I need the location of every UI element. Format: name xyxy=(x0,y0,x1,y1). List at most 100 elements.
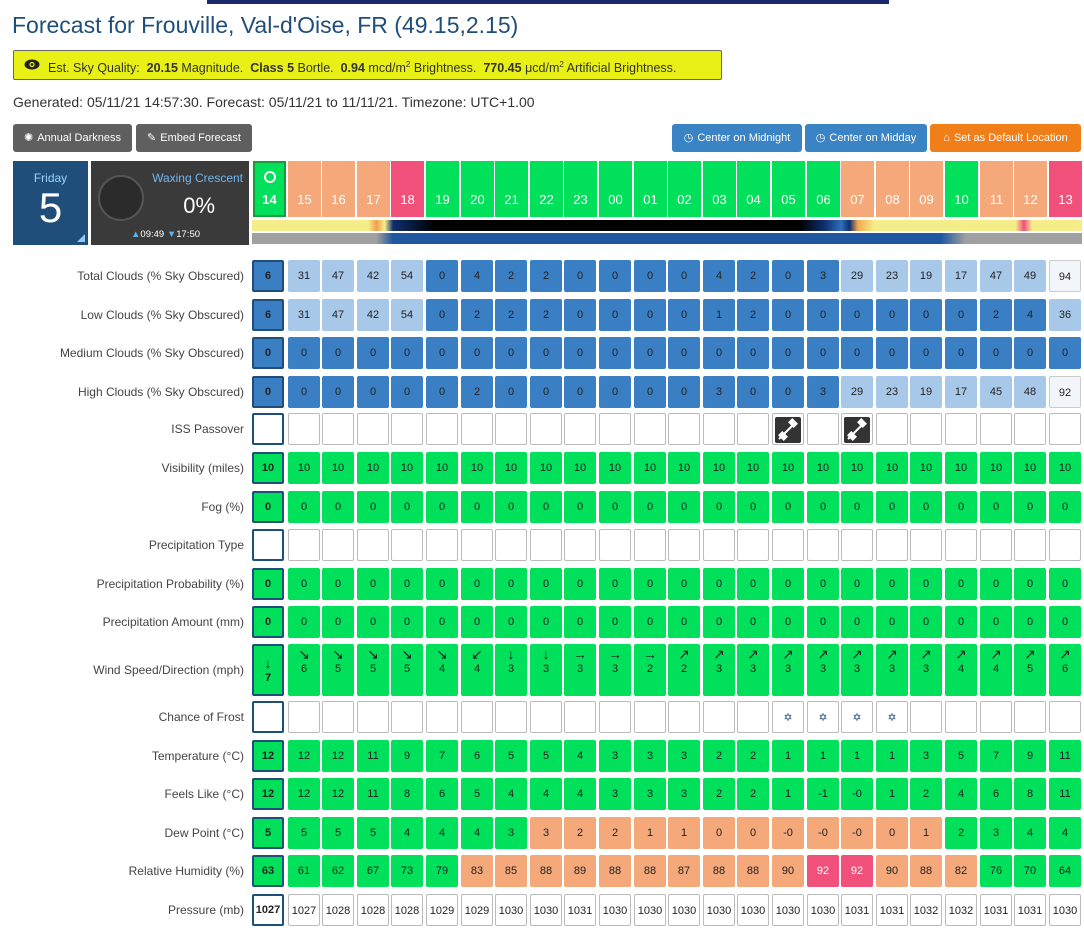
hour-04: 04 xyxy=(737,161,770,217)
cell-low-clouds: 4 xyxy=(1014,299,1046,331)
cell-humidity: 73 xyxy=(391,855,423,887)
wind-direction-arrow-icon: ↗ xyxy=(886,646,898,662)
cell-total-clouds: 49 xyxy=(1014,260,1046,292)
cell-low-clouds: 0 xyxy=(668,299,700,331)
cell-precip-type xyxy=(1049,529,1081,561)
cell-frost xyxy=(288,701,320,733)
cell-precip-prob: 0 xyxy=(391,568,423,600)
cell-precip-amount: 0 xyxy=(841,606,873,638)
row-visibility: Visibility (miles) 10 10 10 10 10 10 10 10 10 10 10… xyxy=(0,452,1084,484)
cell-temperature: 5 xyxy=(530,740,562,772)
row-label: Pressure (mb) xyxy=(167,903,244,917)
cell-dew-point: 2 xyxy=(945,817,977,849)
cell-feels-like: 3 xyxy=(668,778,700,810)
wind-speed: 5 xyxy=(334,663,342,675)
cell-wind: ↗ 3 xyxy=(807,644,839,696)
annual-darkness-button[interactable]: ✺ Annual Darkness xyxy=(13,124,132,152)
hour-05: 05 xyxy=(772,161,805,217)
cell-precip-prob: 0 xyxy=(876,568,908,600)
cell-temperature: 1 xyxy=(772,740,804,772)
cell-precip-type xyxy=(391,529,423,561)
cell-iss xyxy=(461,413,493,445)
cell-precip-prob: 0 xyxy=(910,568,942,600)
sky-magnitude-value: 20.15 xyxy=(146,61,178,76)
day-selector[interactable]: Friday 5 xyxy=(13,161,88,245)
cell-low-clouds: 0 xyxy=(772,299,804,331)
row-label: Medium Clouds (% Sky Obscured) xyxy=(59,346,244,360)
hour-22: 22 xyxy=(530,161,563,217)
cell-low-clouds: 31 xyxy=(288,299,320,331)
cell-low-clouds: 6 xyxy=(252,299,284,331)
cell-visibility: 10 xyxy=(461,452,493,484)
cell-wind: ↗ 3 xyxy=(772,644,804,696)
hour-label: 18 xyxy=(400,192,415,207)
cell-iss xyxy=(910,413,942,445)
cell-fog: 0 xyxy=(564,491,596,523)
cell-dew-point: 1 xyxy=(910,817,942,849)
cell-wind: ↗ 3 xyxy=(841,644,873,696)
cell-precip-prob: 0 xyxy=(564,568,596,600)
cell-high-clouds: 0 xyxy=(391,376,423,408)
cell-high-clouds: 3 xyxy=(703,376,735,408)
satellite-icon[interactable] xyxy=(844,417,870,443)
cell-dew-point: 0 xyxy=(876,817,908,849)
cell-medium-clouds: 0 xyxy=(564,337,596,369)
hour-label: 09 xyxy=(919,192,934,207)
cell-total-clouds: 94 xyxy=(1049,260,1081,292)
cell-frost xyxy=(252,701,284,733)
darkness-bar xyxy=(252,220,1082,231)
cell-precip-prob: 0 xyxy=(599,568,631,600)
cell-pressure: 1030 xyxy=(807,894,839,926)
cell-pressure: 1030 xyxy=(668,894,700,926)
cell-iss xyxy=(564,413,596,445)
embed-forecast-button[interactable]: ✎ Embed Forecast xyxy=(136,124,252,152)
cell-temperature: 7 xyxy=(980,740,1012,772)
cell-high-clouds: 17 xyxy=(945,376,977,408)
frost-icon: ✡ xyxy=(783,712,793,724)
cell-precip-type xyxy=(461,529,493,561)
cell-dew-point: 4 xyxy=(426,817,458,849)
cell-precip-amount: 0 xyxy=(703,606,735,638)
cell-iss xyxy=(322,413,354,445)
wind-speed: 3 xyxy=(784,663,792,675)
wind-speed: 3 xyxy=(819,663,827,675)
wind-direction-arrow-icon: ↓ xyxy=(542,646,550,662)
cell-visibility: 10 xyxy=(252,452,284,484)
hour-00: 00 xyxy=(599,161,632,217)
cell-wind: ↗ 3 xyxy=(876,644,908,696)
cell-high-clouds: 45 xyxy=(980,376,1012,408)
cell-frost xyxy=(980,701,1012,733)
cell-medium-clouds: 0 xyxy=(530,337,562,369)
cell-temperature: 9 xyxy=(391,740,423,772)
row-precip-type: Precipitation Type xyxy=(0,529,1084,561)
cell-wind: ↗ 3 xyxy=(910,644,942,696)
hour-02: 02 xyxy=(668,161,701,217)
cell-dew-point: -0 xyxy=(772,817,804,849)
cell-temperature: 9 xyxy=(1014,740,1046,772)
cell-humidity: 88 xyxy=(703,855,735,887)
satellite-icon[interactable] xyxy=(775,417,801,443)
cell-pressure: 1030 xyxy=(495,894,527,926)
set-default-location-button[interactable]: ⌂ Set as Default Location xyxy=(930,124,1081,152)
cell-frost xyxy=(703,701,735,733)
cell-pressure: 1028 xyxy=(391,894,423,926)
wind-speed: 3 xyxy=(507,663,515,675)
cell-total-clouds: 19 xyxy=(910,260,942,292)
cell-precip-type xyxy=(322,529,354,561)
cell-precip-prob: 0 xyxy=(841,568,873,600)
cell-wind: ↘ 5 xyxy=(391,644,423,696)
cell-precip-type xyxy=(1014,529,1046,561)
cell-precip-type xyxy=(876,529,908,561)
cell-high-clouds: 0 xyxy=(772,376,804,408)
cell-precip-amount: 0 xyxy=(807,606,839,638)
center-on-midnight-button[interactable]: ◷ Center on Midnight xyxy=(672,124,802,152)
cell-feels-like: 1 xyxy=(876,778,908,810)
center-on-midday-button[interactable]: ◷ Center on Midday xyxy=(805,124,927,152)
cell-pressure: 1032 xyxy=(945,894,977,926)
cell-low-clouds: 0 xyxy=(910,299,942,331)
cell-humidity: 88 xyxy=(737,855,769,887)
wind-speed: 5 xyxy=(403,663,411,675)
cell-wind: ↘ 5 xyxy=(322,644,354,696)
hour-15: 15 xyxy=(288,161,321,217)
cell-high-clouds: 92 xyxy=(1049,376,1081,408)
